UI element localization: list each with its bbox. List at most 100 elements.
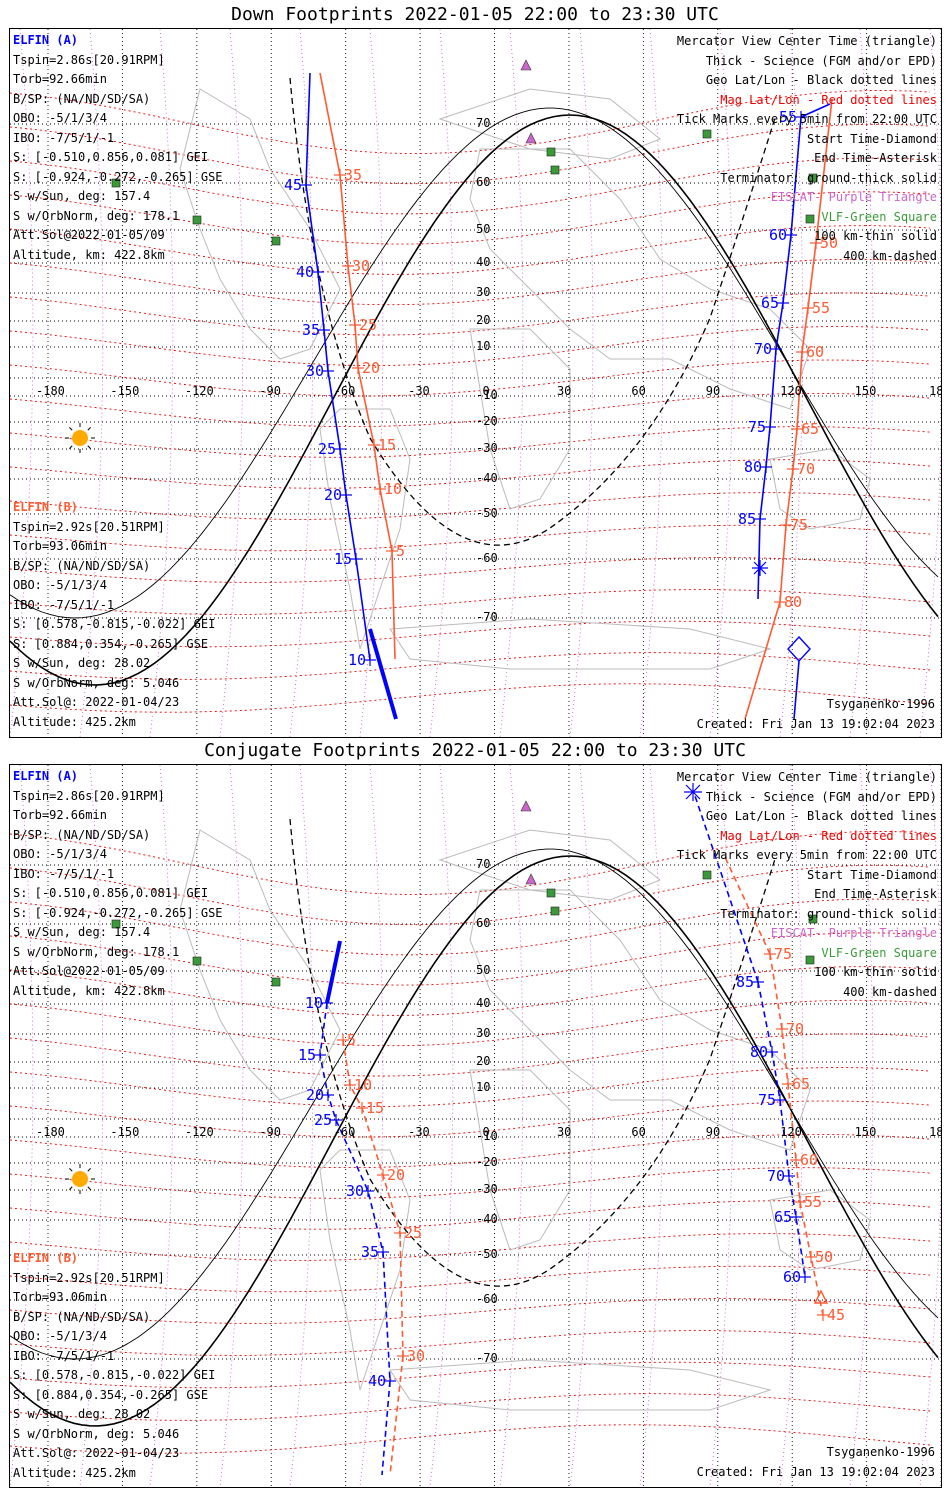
legend-entry: EISCAT- Purple Triangle bbox=[770, 190, 937, 204]
panel-2-title: Conjugate Footprints 2022-01-05 22:00 to… bbox=[204, 740, 746, 761]
down-footprints-panel: 55 60 65 70 75 80 85 50 55 60 65 70 75 80 45 40 35 30 25 20… bbox=[9, 28, 942, 738]
terminator-100km bbox=[10, 107, 939, 619]
lat-axis-label: -70 bbox=[476, 1351, 498, 1365]
tick-label: 85 bbox=[736, 973, 754, 991]
mag-meridians bbox=[10, 29, 941, 737]
vlf-square-marker bbox=[550, 165, 560, 175]
vlf-square-marker bbox=[805, 214, 815, 224]
tick-label: 15 bbox=[298, 1046, 316, 1064]
tick-label: 15 bbox=[366, 1099, 384, 1117]
legend-entry: EISCAT- Purple Triangle bbox=[770, 926, 937, 940]
lon-axis-label: 180 bbox=[929, 384, 941, 398]
tick-label: 15 bbox=[334, 550, 352, 568]
lon-axis-label: -30 bbox=[408, 1125, 430, 1139]
elfin-b-param: S: [0.884,0.354,-0.265] GSE bbox=[13, 636, 209, 651]
legend-entry: VLF-Green Square bbox=[821, 209, 937, 224]
elfin-b-param: B/SP: (NA/ND/SD/SA) bbox=[13, 558, 151, 573]
orbit-tracks: 5560657075808550556065707580454035302520… bbox=[284, 72, 838, 720]
lon-axis-label: 90 bbox=[705, 1125, 721, 1139]
eiscat-triangle-marker bbox=[520, 800, 532, 812]
legend-entry: 100 km-thin solid bbox=[814, 229, 937, 243]
lon-axis-label: -90 bbox=[259, 1125, 281, 1139]
landmass-2 bbox=[469, 148, 811, 410]
tick-label: 70 bbox=[786, 1020, 804, 1038]
lat-axis-label: -30 bbox=[476, 1182, 498, 1196]
landmass-3 bbox=[469, 328, 571, 510]
lon-axis-label: 30 bbox=[556, 1125, 572, 1139]
lat-axis-label: -10 bbox=[476, 388, 498, 402]
elfin-b-param: B/SP: (NA/ND/SD/SA) bbox=[13, 1309, 151, 1324]
elfin-b-param: S w/Sun, deg: 28.02 bbox=[13, 1407, 151, 1421]
elfin-a-track-west bbox=[305, 184, 371, 661]
vlf-square-marker bbox=[550, 906, 560, 916]
tick-label: 75 bbox=[758, 1091, 776, 1109]
lon-axis-label: 150 bbox=[854, 1125, 877, 1139]
elfin-a-param: Att.Sol@2022-01-05/09 bbox=[13, 228, 165, 242]
tick-label: 25 bbox=[314, 1111, 332, 1129]
elfin-a-param: Att.Sol@2022-01-05/09 bbox=[13, 964, 165, 978]
elfin-a-param: IBO: -7/5/1/-1 bbox=[13, 130, 115, 145]
tick-label: 75 bbox=[790, 516, 808, 534]
tick-label: 70 bbox=[767, 1167, 785, 1185]
created-timestamp: Created: Fri Jan 13 19:02:04 2023 bbox=[696, 1465, 935, 1479]
site-markers bbox=[111, 800, 818, 987]
elfin-b-info: ELFIN (B) Tspin=2.92s[20.51RPM] Torb=93.06… bbox=[13, 1249, 215, 1483]
legend-entry: 400 km-dashed bbox=[843, 984, 937, 999]
down-footprints-map: 5560657075808550556065707580454035302520… bbox=[10, 29, 941, 737]
lat-axis-label: 60 bbox=[476, 916, 491, 930]
lon-axis-label: -90 bbox=[259, 384, 281, 398]
elfin-b-param: Torb=93.06min bbox=[13, 1290, 107, 1304]
lat-axis-label: 70 bbox=[476, 116, 491, 130]
landmass-5 bbox=[438, 829, 661, 901]
elfin-b-param: Tspin=2.92s[20.51RPM] bbox=[13, 1270, 165, 1285]
tick-label: 15 bbox=[378, 436, 396, 454]
tick-label: 20 bbox=[362, 359, 380, 377]
elfin-a-param: S w/OrbNorm, deg: 178.1 bbox=[13, 208, 180, 223]
elfin-b-info: ELFIN (B) Tspin=2.92s[20.51RPM] Torb=93.06… bbox=[13, 498, 215, 732]
lon-axis-label: -150 bbox=[110, 1125, 140, 1139]
lat-axis-label: 10 bbox=[476, 1080, 491, 1094]
tick-label: 5 bbox=[396, 542, 405, 560]
legend-entry: Terminator: ground-thick solid bbox=[720, 170, 937, 185]
elfin-b-param: Altitude: 425.2km bbox=[13, 1465, 136, 1480]
tick-label: 60 bbox=[800, 1151, 818, 1169]
lat-axis-label: 20 bbox=[476, 1054, 491, 1068]
lat-axis-label: 20 bbox=[476, 313, 491, 327]
elfin-b-param: IBO: -7/5/1/-1 bbox=[13, 597, 115, 612]
tick-label: 60 bbox=[769, 226, 787, 244]
landmass-6 bbox=[389, 618, 772, 670]
legend-entry: End Time-Asterisk bbox=[814, 887, 937, 901]
eiscat-triangle-marker bbox=[520, 59, 532, 71]
elfin-a-param: S: [-0.924,-0.272,-0.265] GSE bbox=[13, 905, 223, 920]
elfin-b-param: S: [0.578,-0.815,-0.022] GEI bbox=[13, 1368, 216, 1382]
vlf-square-marker bbox=[702, 870, 712, 880]
legend-entry: Thick - Science (FGM and/or EPD) bbox=[705, 53, 937, 68]
vlf-square-marker bbox=[808, 914, 818, 924]
vlf-square-marker bbox=[808, 173, 818, 183]
center-triangle-marker bbox=[813, 1289, 829, 1304]
tick-label: 30 bbox=[346, 1182, 364, 1200]
conjugate-footprints-panel: 85 80 75 70 65 60 75 70 65 60 55 50 45 10 15 20 25 30 35 40… bbox=[9, 764, 942, 1488]
lat-axis-label: -50 bbox=[476, 506, 498, 520]
elfin-a-param: S w/Sun, deg: 157.4 bbox=[13, 189, 151, 203]
elfin-a-param: OBO: -5/1/3/4 bbox=[13, 847, 107, 861]
elfin-b-track-west bbox=[342, 1039, 404, 1357]
end-asterisk-marker bbox=[684, 783, 702, 801]
tick-label: 35 bbox=[361, 1243, 379, 1261]
tick-label: 75 bbox=[774, 945, 792, 963]
elfin-b-param: IBO: -7/5/1/-1 bbox=[13, 1348, 115, 1363]
legend-entry: 400 km-dashed bbox=[843, 248, 937, 263]
landmass-2 bbox=[469, 889, 811, 1151]
vlf-square-marker bbox=[805, 955, 815, 965]
lon-axis-label: -180 bbox=[36, 384, 65, 398]
tick-label: 40 bbox=[368, 1372, 386, 1390]
lon-axis-label: 150 bbox=[854, 384, 877, 398]
elfin-a-param: S: [-0.510,0.856,0.081] GEI bbox=[13, 150, 209, 164]
elfin-b-param: OBO: -5/1/3/4 bbox=[13, 1329, 107, 1343]
vlf-square-marker bbox=[546, 888, 556, 898]
legend-entry: Mercator View Center Time (triangle) bbox=[676, 770, 937, 784]
model-label: Tsyganenko-1996 bbox=[826, 1445, 935, 1459]
lat-axis-label: -20 bbox=[476, 414, 498, 428]
lat-axis-label: 10 bbox=[476, 339, 491, 353]
end-asterisk-marker bbox=[752, 560, 768, 576]
